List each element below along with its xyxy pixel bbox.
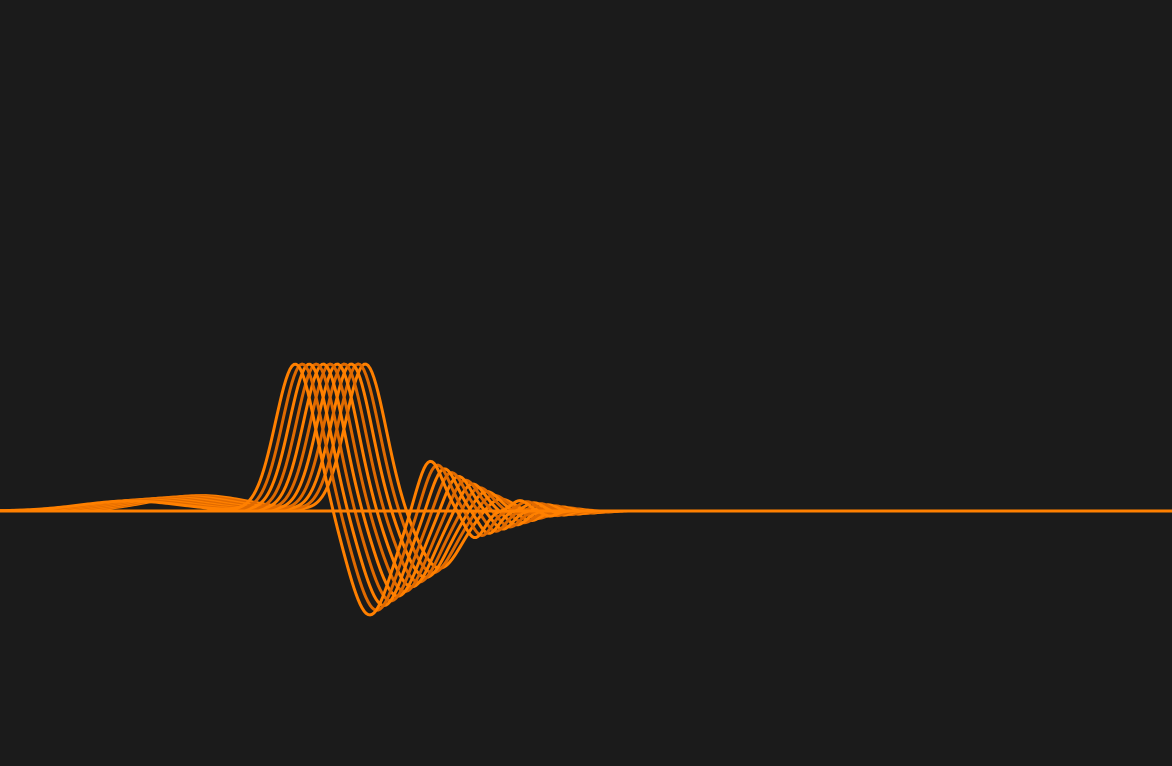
wave-strand xyxy=(0,362,1172,589)
wave-strand xyxy=(0,362,1172,593)
wave-strand xyxy=(0,362,1172,617)
wave-strand xyxy=(0,362,1172,575)
wave-strands xyxy=(0,362,1172,617)
wave-strand xyxy=(0,362,1172,579)
wave-strand xyxy=(0,362,1172,603)
wave-strand xyxy=(0,362,1172,612)
wave-strand xyxy=(0,362,1172,598)
wave-strand xyxy=(0,362,1172,584)
wave-strand xyxy=(0,362,1172,570)
wave-strand xyxy=(0,362,1172,608)
